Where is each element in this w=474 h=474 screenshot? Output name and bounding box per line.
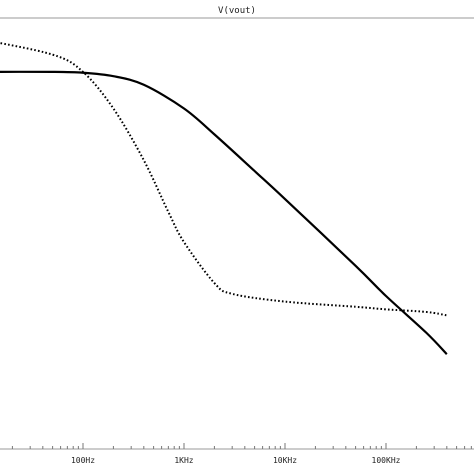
series-group bbox=[0, 42, 448, 355]
series-solid-line bbox=[0, 70, 448, 355]
x-tick-label: 10KHz bbox=[273, 456, 297, 465]
x-tick-label: 100Hz bbox=[71, 456, 95, 465]
x-axis-ticks bbox=[11, 443, 472, 449]
x-tick-label: 1KHz bbox=[174, 456, 193, 465]
x-axis-tick-labels: 100Hz 1KHz 10KHz 100KHz bbox=[71, 456, 401, 465]
x-tick-label: 100KHz bbox=[372, 456, 401, 465]
chart-title: V(vout) bbox=[218, 6, 256, 16]
series-dotted-line bbox=[0, 42, 447, 317]
